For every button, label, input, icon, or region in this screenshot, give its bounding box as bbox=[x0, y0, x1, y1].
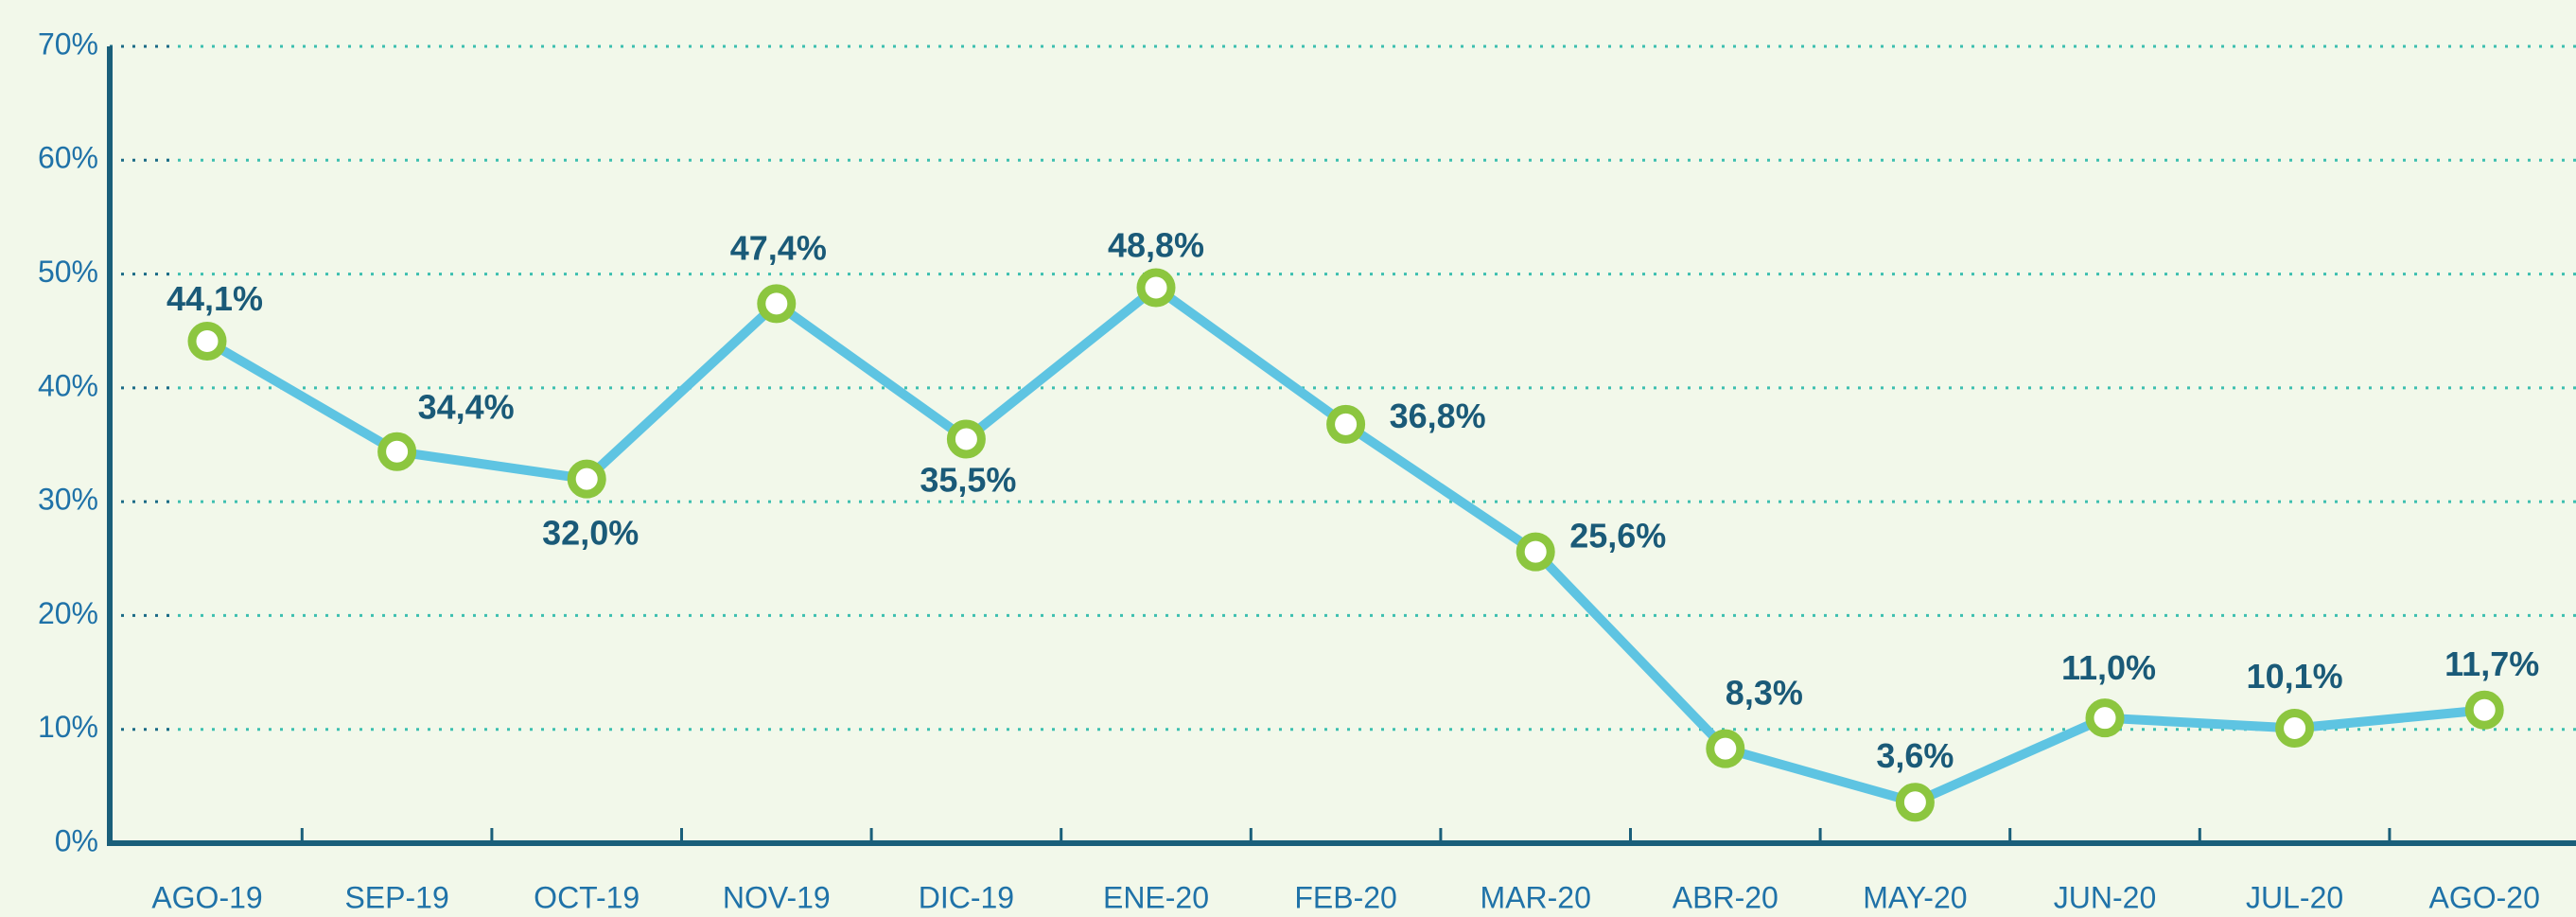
x-tick-label: ABR-20 bbox=[1673, 880, 1779, 914]
marker bbox=[567, 459, 606, 499]
y-tick-label: 10% bbox=[38, 710, 98, 744]
value-label: 35,5% bbox=[920, 461, 1016, 500]
value-label: 48,8% bbox=[1108, 226, 1204, 265]
x-tick-label: JUL-20 bbox=[2246, 880, 2343, 914]
marker bbox=[1706, 729, 1745, 768]
y-tick-label: 70% bbox=[38, 26, 98, 61]
marker bbox=[1326, 404, 1366, 444]
y-tick-label: 40% bbox=[38, 368, 98, 402]
marker bbox=[1895, 783, 1935, 822]
marker bbox=[2464, 690, 2504, 730]
value-label: 11,7% bbox=[2445, 644, 2539, 683]
value-label: 36,8% bbox=[1390, 397, 1486, 435]
x-tick-label: MAR-20 bbox=[1481, 880, 1591, 914]
marker bbox=[1136, 268, 1176, 308]
x-tick-label: AGO-19 bbox=[151, 880, 262, 914]
y-tick-label: 60% bbox=[38, 141, 98, 175]
x-tick-label: ENE-20 bbox=[1103, 880, 1209, 914]
x-tick-label: AGO-20 bbox=[2429, 880, 2540, 914]
y-tick-label: 30% bbox=[38, 483, 98, 517]
y-tick-label: 50% bbox=[38, 255, 98, 289]
value-label: 3,6% bbox=[1876, 736, 1954, 775]
marker bbox=[377, 432, 417, 471]
marker bbox=[2085, 698, 2125, 738]
value-label: 44,1% bbox=[166, 279, 263, 318]
marker bbox=[187, 322, 227, 362]
marker bbox=[1516, 532, 1555, 572]
x-tick-label: SEP-19 bbox=[344, 880, 448, 914]
value-label: 11,0% bbox=[2061, 648, 2156, 687]
x-tick-label: JUN-20 bbox=[2054, 880, 2156, 914]
y-tick-label: 0% bbox=[55, 823, 98, 857]
value-label: 34,4% bbox=[418, 388, 515, 427]
x-tick-label: FEB-20 bbox=[1294, 880, 1396, 914]
x-tick-label: MAY-20 bbox=[1863, 880, 1967, 914]
x-tick-label: DIC-19 bbox=[919, 880, 1014, 914]
value-label: 8,3% bbox=[1726, 674, 1803, 713]
value-label: 32,0% bbox=[542, 514, 639, 553]
value-label: 10,1% bbox=[2247, 657, 2343, 696]
value-label: 25,6% bbox=[1569, 517, 1666, 555]
y-tick-label: 20% bbox=[38, 596, 98, 630]
marker bbox=[946, 419, 986, 459]
x-tick-label: OCT-19 bbox=[534, 880, 640, 914]
value-label: 47,4% bbox=[730, 228, 827, 267]
marker bbox=[757, 284, 797, 324]
x-tick-label: NOV-19 bbox=[723, 880, 831, 914]
marker bbox=[2275, 709, 2315, 749]
